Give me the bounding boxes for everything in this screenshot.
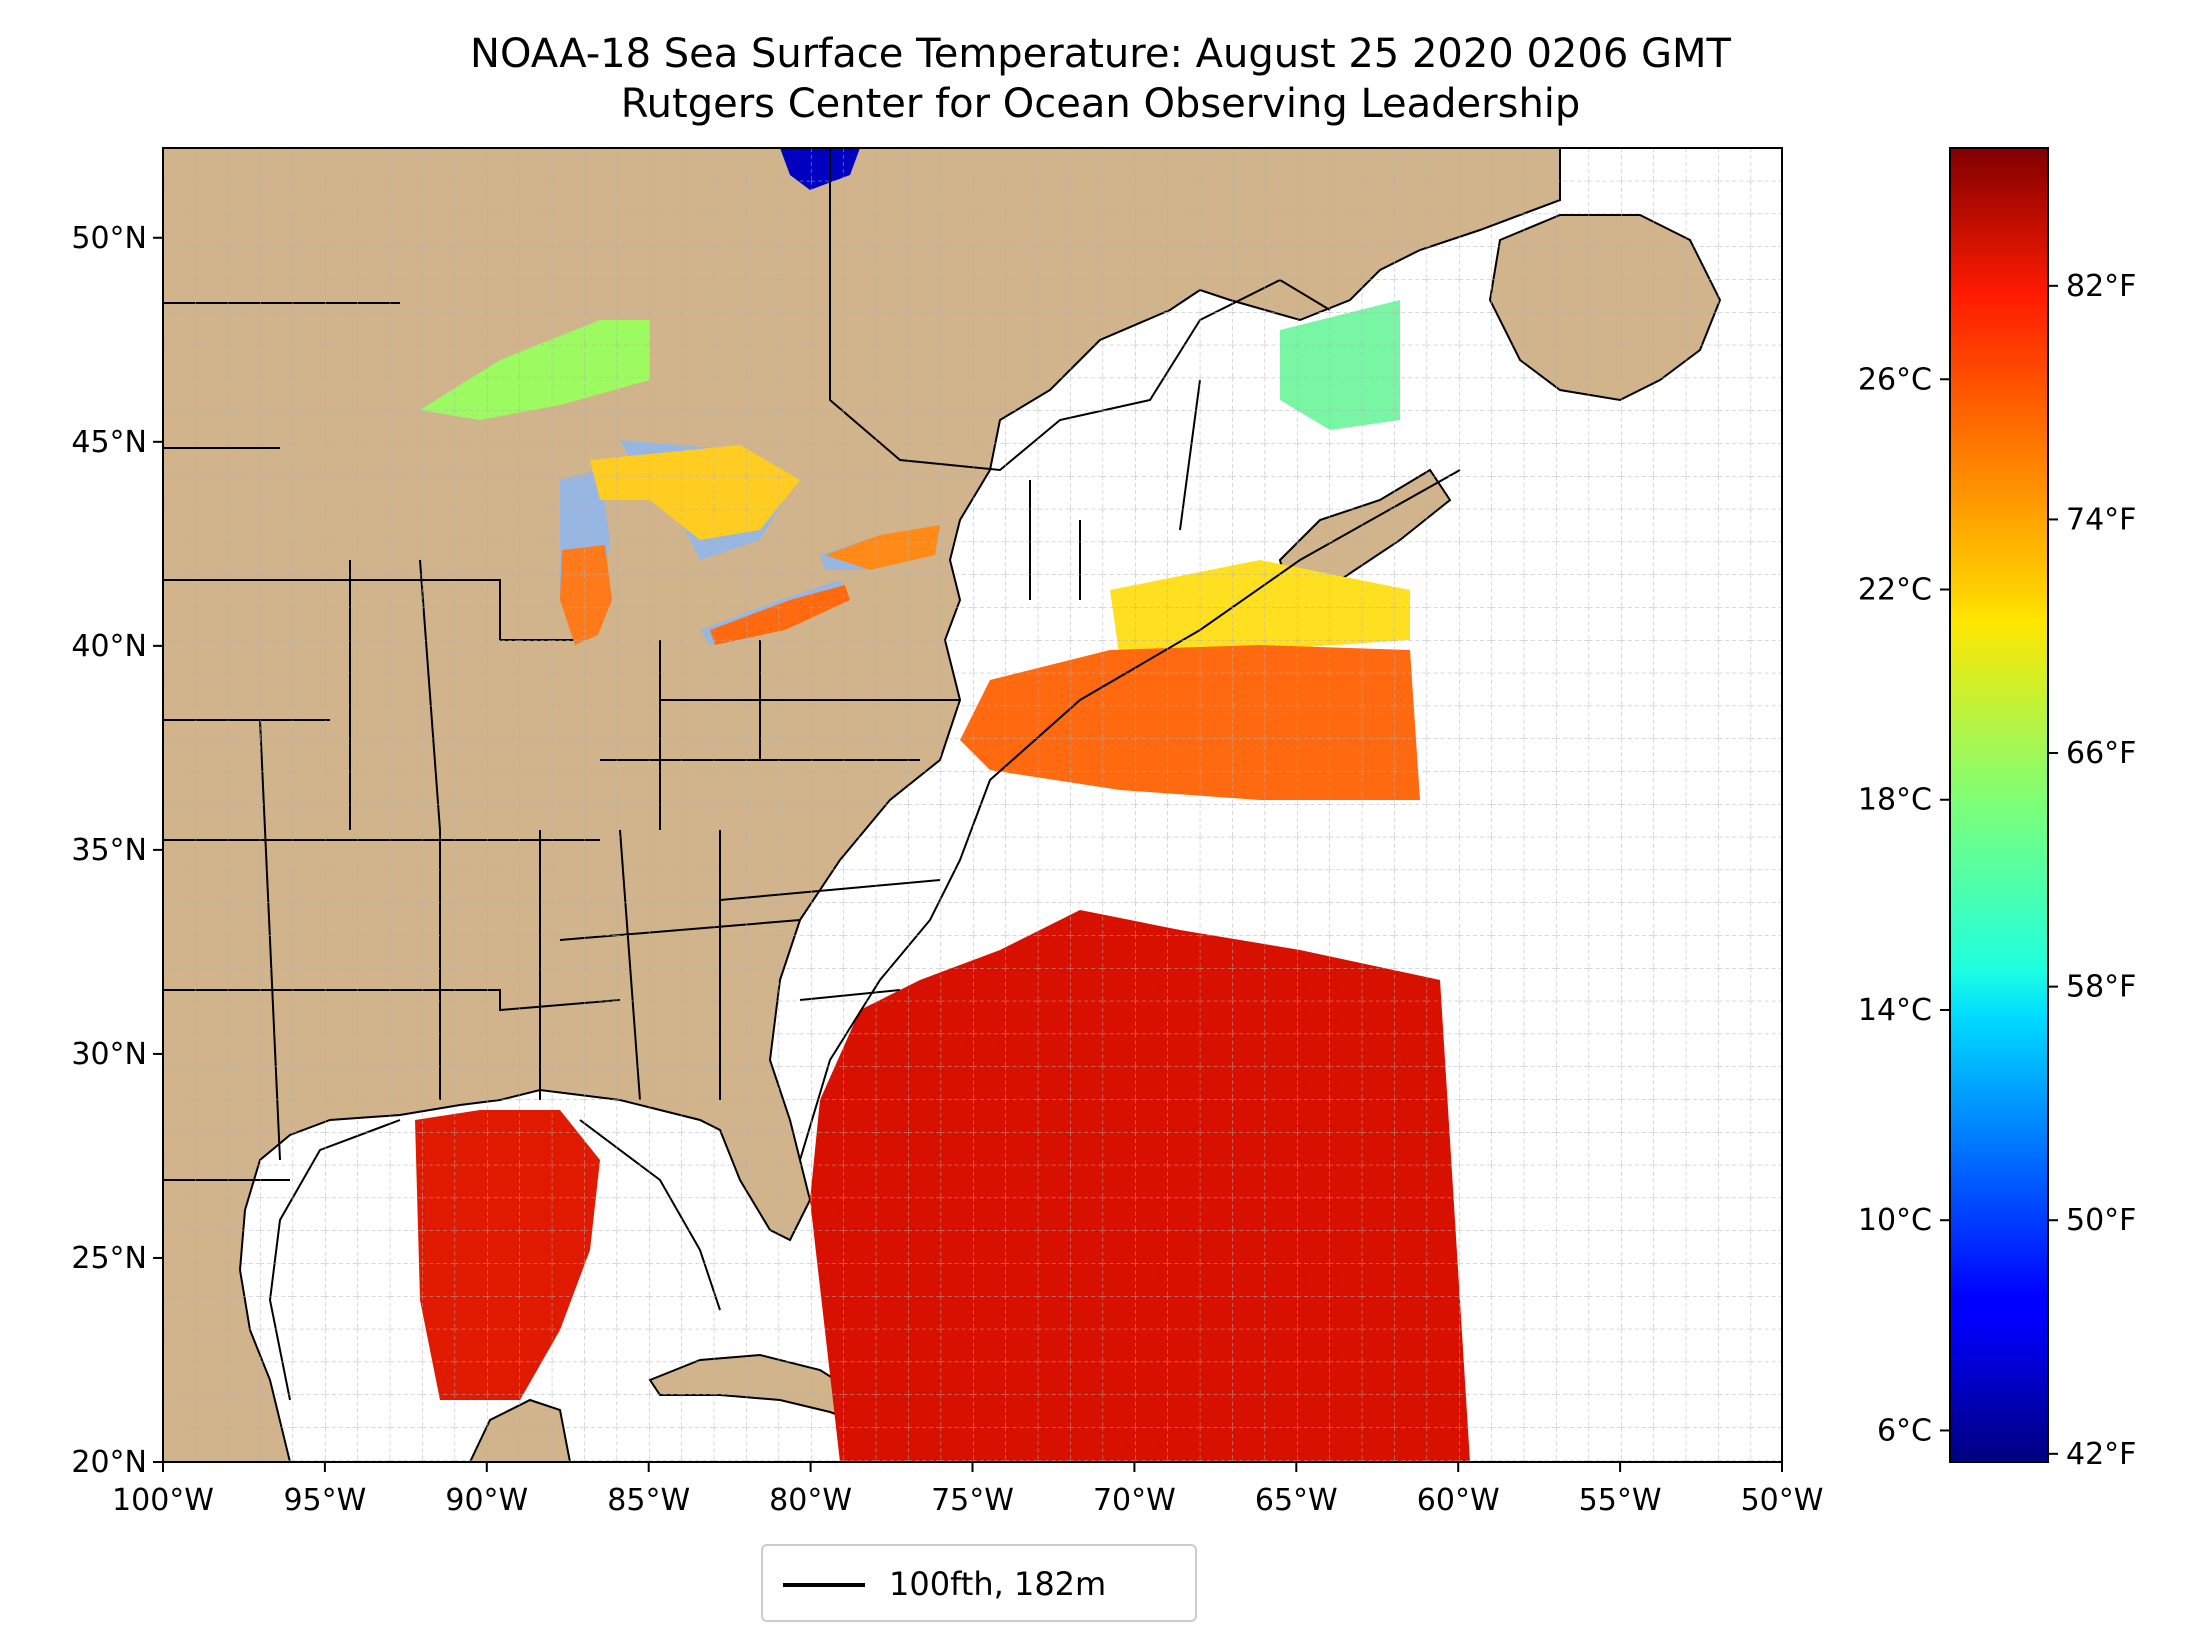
fahrenheit-tick-label: 58°F — [2066, 970, 2136, 1005]
fahrenheit-tick-label: 66°F — [2066, 736, 2136, 771]
celsius-tick-label: 22°C — [1858, 573, 1932, 608]
colorbar — [1949, 147, 2049, 1463]
lon-tick-label: 65°W — [1255, 1483, 1338, 1518]
legend-line-swatch — [783, 1583, 865, 1587]
lon-tick-label: 90°W — [445, 1483, 528, 1518]
lon-tick-label: 55°W — [1579, 1483, 1662, 1518]
celsius-tick-label: 6°C — [1877, 1413, 1932, 1448]
lat-tick-label: 40°N — [71, 629, 147, 664]
map-subtitle: Rutgers Center for Ocean Observing Leade… — [620, 81, 1581, 127]
lat-axis: 20°N 25°N 30°N 35°N 40°N 45°N 50°N — [71, 221, 163, 1480]
colorbar-celsius-axis: 6°C 10°C 14°C 18°C 22°C 26°C — [1858, 362, 1950, 1448]
fahrenheit-tick-label: 82°F — [2066, 269, 2136, 304]
celsius-tick-label: 18°C — [1858, 783, 1932, 818]
lon-tick-label: 75°W — [931, 1483, 1014, 1518]
map-gridlines — [163, 148, 1782, 1462]
lat-tick-label: 35°N — [71, 833, 147, 868]
celsius-tick-label: 10°C — [1858, 1203, 1932, 1238]
celsius-tick-label: 26°C — [1858, 362, 1932, 397]
fahrenheit-tick-label: 42°F — [2066, 1437, 2136, 1472]
lon-axis: 100°W 95°W 90°W 85°W 80°W 75°W 70°W 65°W 60°W 55°… — [112, 1462, 1823, 1518]
lat-tick-label: 30°N — [71, 1037, 147, 1072]
lat-tick-label: 25°N — [71, 1241, 147, 1276]
lon-tick-label: 85°W — [607, 1483, 690, 1518]
celsius-tick-label: 14°C — [1858, 993, 1932, 1028]
lon-tick-label: 60°W — [1417, 1483, 1500, 1518]
lat-tick-label: 20°N — [71, 1445, 147, 1480]
lon-tick-label: 95°W — [283, 1483, 366, 1518]
lat-tick-label: 50°N — [71, 221, 147, 256]
legend-label: 100fth, 182m — [889, 1565, 1107, 1603]
lon-tick-label: 80°W — [769, 1483, 852, 1518]
lon-tick-label: 70°W — [1093, 1483, 1176, 1518]
map-title: NOAA-18 Sea Surface Temperature: August … — [470, 31, 1731, 77]
lon-tick-label: 50°W — [1741, 1483, 1824, 1518]
colorbar-fahrenheit-axis: 42°F 50°F 58°F 66°F 74°F 82°F — [2048, 269, 2136, 1472]
map-legend: 100fth, 182m — [761, 1544, 1197, 1622]
lon-tick-label: 100°W — [112, 1483, 214, 1518]
lat-tick-label: 45°N — [71, 425, 147, 460]
fahrenheit-tick-label: 74°F — [2066, 502, 2136, 537]
fahrenheit-tick-label: 50°F — [2066, 1203, 2136, 1238]
